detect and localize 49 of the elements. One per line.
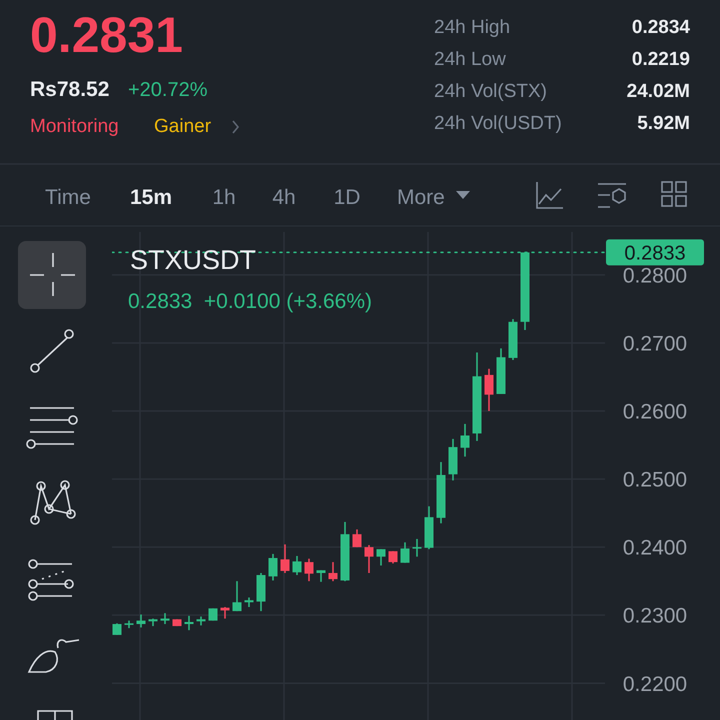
- text: 1h: [212, 186, 236, 209]
- y-tick-label: 0.2600: [622, 400, 688, 424]
- text: 0.2833 +0.0100 (+3.66%): [128, 290, 372, 313]
- candlestick: [160, 612, 170, 625]
- y-tick-label: 0.2700: [622, 332, 688, 356]
- text: 0.2219: [632, 49, 690, 70]
- text: Gainer: [154, 116, 212, 137]
- text: 15m: [130, 186, 172, 209]
- text: 4h: [272, 186, 296, 209]
- text: +20.72%: [128, 79, 208, 101]
- text: 24h Low: [434, 49, 506, 70]
- candlestick: [280, 544, 290, 574]
- candlestick: [400, 542, 410, 564]
- text: Time: [45, 186, 91, 209]
- candlestick: [412, 538, 422, 558]
- candlestick: [244, 596, 254, 608]
- y-tick-label: 0.2200: [622, 672, 688, 696]
- text: 24h Vol(USDT): [434, 113, 562, 134]
- candlestick: [292, 555, 302, 576]
- candlestick: [484, 368, 494, 412]
- text: More: [397, 186, 445, 209]
- candlestick: [304, 558, 314, 582]
- text: 24.02M: [626, 81, 690, 102]
- y-tick-label: 0.2300: [622, 604, 688, 628]
- candlestick: [220, 606, 230, 620]
- y-tick-label: 0.2400: [622, 536, 688, 560]
- y-tick-label: 0.2500: [622, 468, 688, 492]
- candlestick: [376, 548, 386, 566]
- candlestick: [112, 622, 122, 636]
- text: 24h High: [434, 17, 510, 38]
- candlestick: [388, 550, 398, 564]
- text: 0.2834: [632, 17, 690, 38]
- text: 5.92M: [637, 113, 690, 134]
- text: Rs78.52: [30, 78, 110, 101]
- text: Monitoring: [30, 116, 119, 137]
- text: 24h Vol(STX): [434, 81, 547, 102]
- candlestick: [136, 614, 146, 628]
- text: STXUSDT: [130, 245, 256, 275]
- text: 0.2831: [30, 7, 183, 63]
- candlestick: [184, 615, 194, 631]
- candlestick: [364, 544, 374, 574]
- ref-line-label: 0.2833: [624, 242, 686, 265]
- y-tick-label: 0.2800: [622, 264, 688, 288]
- candlestick: [460, 423, 470, 458]
- candlestick: [328, 561, 338, 582]
- candlestick: [352, 528, 362, 548]
- candlestick: [268, 553, 278, 582]
- candlestick: [232, 580, 242, 612]
- text: 1D: [334, 186, 360, 209]
